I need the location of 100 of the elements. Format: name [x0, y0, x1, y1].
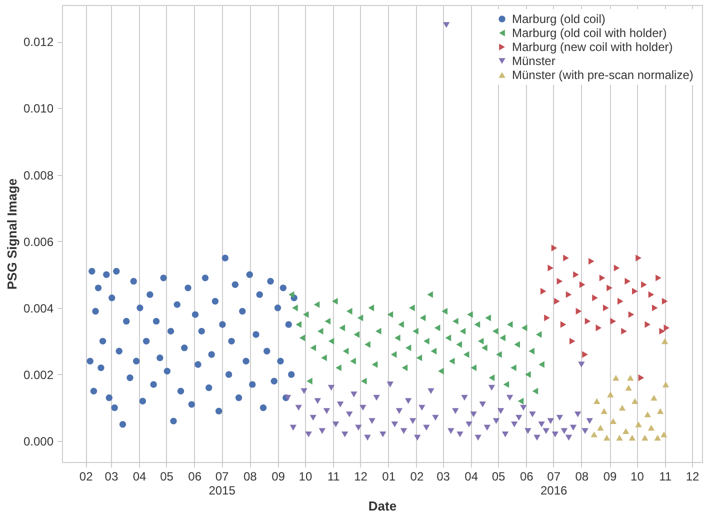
- point: [590, 431, 598, 438]
- x-tick-label: 04: [132, 470, 147, 484]
- point: [627, 374, 634, 381]
- point: [610, 418, 617, 424]
- x-tick-label: 09: [272, 470, 286, 484]
- x-tick-label: 05: [160, 470, 174, 484]
- point: [592, 294, 598, 302]
- point: [596, 324, 602, 332]
- point: [662, 298, 668, 305]
- point: [648, 424, 655, 431]
- point: [648, 291, 654, 298]
- x-tick-label: 07 2015: [208, 470, 236, 498]
- x-tick-label: 11: [327, 470, 340, 484]
- point: [656, 408, 664, 414]
- point: [603, 434, 610, 441]
- point: [573, 271, 579, 278]
- point: [636, 254, 642, 262]
- x-tick-label: 02: [79, 470, 94, 484]
- x-tick-label: 03: [436, 470, 450, 484]
- legend-label: Münster: [512, 54, 556, 68]
- point: [563, 254, 569, 262]
- point: [618, 298, 624, 305]
- point: [654, 434, 661, 441]
- x-tick-label: 08: [575, 470, 589, 484]
- point: [628, 311, 634, 318]
- point: [597, 424, 604, 431]
- x-tick-label: 05: [492, 470, 506, 484]
- x-tick-label: 12: [354, 470, 368, 484]
- y-tick-label: 0.000: [23, 434, 54, 449]
- point: [625, 384, 632, 391]
- x-tick-label: 06: [188, 470, 202, 484]
- x-tick-label: 04: [464, 470, 478, 484]
- point: [569, 338, 576, 345]
- point: [540, 288, 546, 295]
- point: [621, 328, 627, 335]
- point: [614, 264, 620, 272]
- x-tick-label: 12: [686, 470, 700, 484]
- point: [650, 394, 658, 401]
- point: [556, 278, 563, 285]
- x-axis-title: Date: [368, 498, 397, 514]
- point: [588, 258, 594, 265]
- point: [610, 318, 616, 325]
- point: [607, 392, 614, 398]
- point: [624, 278, 631, 285]
- legend-label: Marburg (old coil): [512, 12, 606, 26]
- x-tick-label: 02: [410, 470, 424, 484]
- point: [618, 404, 626, 411]
- x-tick-label: 06: [520, 470, 534, 484]
- point: [548, 264, 554, 272]
- point: [660, 431, 668, 438]
- x-tick-label: 07 2016: [540, 470, 568, 498]
- point: [641, 281, 647, 288]
- point: [560, 321, 566, 328]
- x-tick-label: 01: [382, 470, 396, 484]
- point: [599, 274, 606, 282]
- point: [576, 308, 582, 315]
- y-tick-label: 0.002: [23, 368, 54, 382]
- y-tick-label: 0.010: [23, 102, 54, 116]
- point: [632, 288, 638, 295]
- point: [632, 398, 638, 404]
- point: [652, 304, 658, 312]
- point: [584, 318, 591, 325]
- y-axis-title: PSG Signal Image: [4, 178, 20, 290]
- point: [628, 434, 636, 441]
- point: [656, 274, 662, 282]
- point: [616, 434, 623, 441]
- y-tick-label: 0.008: [23, 168, 54, 182]
- point: [638, 374, 644, 382]
- y-tick-label: 0.006: [23, 234, 54, 249]
- point: [593, 398, 600, 404]
- point: [551, 244, 558, 252]
- point: [544, 314, 550, 322]
- legend-label: Münster (with pre-scan normalize): [512, 68, 694, 82]
- x-tick-label: 03: [104, 470, 118, 484]
- x-tick-label: 11: [659, 470, 672, 484]
- point: [644, 412, 651, 418]
- legend-label: Marburg (old coil with holder): [512, 26, 667, 40]
- point: [582, 351, 588, 358]
- point: [642, 434, 648, 441]
- point: [622, 428, 630, 434]
- x-tick-label: 10: [298, 470, 312, 484]
- point: [644, 321, 651, 328]
- y-tick-label: 0.004: [23, 301, 54, 316]
- x-tick-label: 08: [243, 470, 258, 484]
- point: [566, 291, 572, 298]
- point: [603, 304, 609, 312]
- point: [635, 421, 642, 428]
- point: [659, 328, 666, 335]
- x-tick-label: 10: [630, 470, 644, 484]
- point: [612, 374, 620, 381]
- point: [606, 284, 612, 292]
- point: [554, 298, 560, 305]
- point: [600, 408, 608, 414]
- point: [662, 382, 670, 388]
- y-tick-label: 0.012: [23, 35, 54, 50]
- point: [579, 281, 586, 288]
- legend-label: Marburg (new coil with holder): [512, 40, 673, 54]
- point: [661, 338, 668, 344]
- x-tick-label: 09: [603, 470, 618, 484]
- point: [664, 324, 670, 332]
